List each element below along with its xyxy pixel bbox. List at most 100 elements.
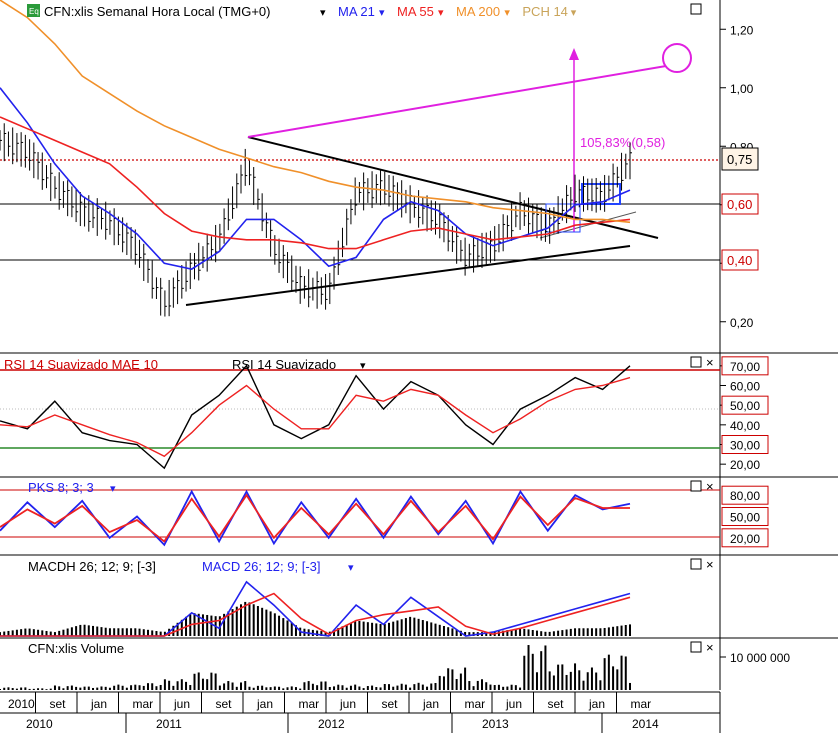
chart-title[interactable]: CFN:xlis Semanal Hora Local (TMG+0) [44,4,270,19]
rsi-axis-label: 20,00 [730,458,760,472]
price-axis-label: 1,20 [730,23,754,37]
rsi-close-button[interactable]: × [706,355,714,370]
month-label: 2010 [8,697,35,711]
pks-d-line[interactable] [0,493,630,543]
rsi-smooth-title[interactable]: RSI 14 Suavizado MAE 10 [4,357,158,372]
macd-panel: MACDH 26; 12; 9; [-3] MACD 26; 12; 9; [-… [0,554,838,637]
rsi-line[interactable] [0,364,631,470]
rsi-level-marker [721,395,769,415]
volume-panel: CFN:xlis Volume × 10 000 000 [0,637,838,690]
target-circle[interactable] [662,43,692,73]
rsi-level-marker [721,435,769,454]
month-label: mar [299,697,320,711]
volume-title[interactable]: CFN:xlis Volume [28,641,124,656]
rsi-axis-label: 40,00 [730,419,760,433]
month-label: mar [465,697,486,711]
pks-level-marker [721,507,769,526]
last-price-label: 0,75 [727,152,752,167]
rsi-axis-label: 30,00 [730,439,760,453]
price-axis: 0,200,400,600,801,001,20 [720,23,754,330]
ma21-line[interactable] [0,87,631,270]
title-dropdown-icon[interactable]: ▾ [320,7,326,19]
pks-title[interactable]: PKS 8; 3; 3 [28,480,94,495]
rsi-axis-label: 50,00 [730,399,760,413]
legend-pch-14[interactable]: PCH 14 [522,4,568,19]
projection-line[interactable] [247,65,667,138]
level-marker-040 [721,249,759,271]
price-axis-label: 0,20 [730,316,754,330]
legend-ma-55[interactable]: MA 55 [397,4,434,19]
pks-close-button[interactable]: × [706,479,714,494]
rsi-title[interactable]: RSI 14 Suavizado [232,357,336,372]
level-label-040: 0,40 [727,253,752,268]
month-label: mar [133,697,154,711]
macd-maximize-button[interactable] [690,558,702,570]
time-axis: 2010 set jan mar jun set jan mar jun set jan mar jun… [0,691,721,733]
pks-axis-label: 80,00 [730,489,760,503]
maximize-button[interactable] [690,3,702,15]
month-label: jan [90,697,107,711]
month-label: set [382,697,399,711]
rsi-panel: RSI 14 Suavizado MAE 10 RSI 14 Suavizado… [0,352,838,472]
rsi-axis: 20,00 30,00 40,00 50,00 60,00 70,00 [720,356,769,472]
upper-trendline[interactable] [247,136,659,239]
legend-dropdown-icon[interactable]: ▾ [571,7,577,19]
macd-close-button[interactable]: × [706,557,714,572]
year-label: 2011 [156,717,182,731]
legend-dropdown-icon[interactable]: ▾ [504,7,510,19]
ma200-line[interactable] [0,0,631,224]
measure-arrow-head-icon [569,48,579,60]
month-label: jan [588,697,605,711]
volume-close-button[interactable]: × [706,640,714,655]
pks-axis: 20,00 50,00 80,00 [721,485,769,548]
month-label: jun [339,697,356,711]
month-label: jan [422,697,439,711]
pks-dropdown-icon[interactable]: ▾ [110,483,116,495]
year-label: 2013 [482,717,509,731]
lower-trendline[interactable] [185,245,631,306]
macd-dropdown-icon[interactable]: ▾ [348,562,354,574]
price-bars [0,123,632,317]
volume-scale-label: 10 000 000 [730,651,790,665]
macd-line[interactable] [0,580,631,637]
month-label: set [50,697,67,711]
macd-title[interactable]: MACD 26; 12; 9; [-3] [202,559,321,574]
month-label: set [216,697,233,711]
macd-signal-line[interactable] [0,592,631,637]
rsi-axis-label: 70,00 [730,360,760,374]
month-label: jan [256,697,273,711]
legend-dropdown-icon[interactable]: ▾ [379,7,385,19]
level-label-060: 0,60 [727,197,752,212]
rsi-maximize-button[interactable] [690,356,702,368]
legend-ma-200[interactable]: MA 200 [456,4,500,19]
pks-axis-label: 20,00 [730,532,760,546]
equity-badge [27,4,40,17]
last-price-marker [721,147,759,171]
pks-level-marker [721,485,769,505]
legend-ma-21[interactable]: MA 21 [338,4,375,19]
consolidation-box-2[interactable] [545,203,581,233]
minor-trendline[interactable] [539,211,637,239]
measure-annotation: 105,83%(0,58) [580,135,665,150]
month-label: jun [173,697,190,711]
volume-maximize-button[interactable] [690,641,702,653]
equity-badge-label: Eq [29,7,39,16]
month-label: mar [631,697,652,711]
rsi-axis-label: 60,00 [730,380,760,394]
price-panel: 105,83%(0,58) Eq CFN:xlis Semanal Hora L… [0,0,759,690]
level-marker-060 [721,193,759,215]
pks-axis-label: 50,00 [730,511,760,525]
pks-maximize-button[interactable] [690,480,702,492]
year-label: 2010 [26,717,53,731]
ma55-line[interactable] [0,116,631,250]
pks-level-marker [721,528,769,548]
month-label: jun [505,697,522,711]
macdh-title[interactable]: MACDH 26; 12; 9; [-3] [28,559,156,574]
rsi-level-marker [721,356,769,376]
rsi-smooth-line[interactable] [0,376,631,458]
rsi-dropdown-icon[interactable]: ▾ [360,360,366,372]
year-label: 2014 [632,717,659,731]
legend-dropdown-icon[interactable]: ▾ [438,7,444,19]
